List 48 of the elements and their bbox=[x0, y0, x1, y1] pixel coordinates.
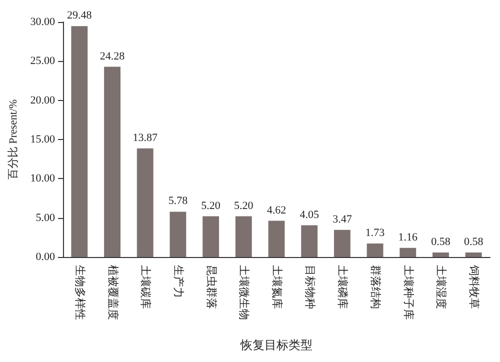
data-label: 4.05 bbox=[300, 208, 320, 221]
x-tick-label: 群落结构 bbox=[369, 265, 382, 309]
x-tick-label: 土壤磷库 bbox=[336, 265, 350, 309]
bar bbox=[71, 26, 88, 257]
bar bbox=[366, 243, 384, 257]
x-axis-title: 恢复目标类型 bbox=[240, 338, 312, 352]
data-label: 1.73 bbox=[365, 226, 386, 239]
x-tick-label: 土壤微生物 bbox=[238, 265, 251, 320]
y-tick-label: 30.00 bbox=[30, 16, 56, 28]
bar bbox=[104, 66, 120, 257]
bar bbox=[465, 252, 482, 257]
data-label: 29.48 bbox=[67, 10, 92, 22]
x-tick-label: 饲料牧草 bbox=[468, 264, 481, 309]
y-axis-title: 百分比 Present/% bbox=[6, 99, 20, 180]
x-tick-label: 土壤湿度 bbox=[434, 265, 448, 309]
data-label: 5.20 bbox=[201, 200, 221, 212]
x-tick-label: 目标物种 bbox=[303, 265, 316, 309]
bar bbox=[301, 225, 318, 257]
bar bbox=[202, 216, 220, 257]
bar bbox=[268, 220, 285, 257]
data-label: 3.47 bbox=[332, 213, 352, 226]
x-tick-label: 土壤种子库 bbox=[402, 265, 415, 320]
x-tick-label: 土壤碳库 bbox=[139, 265, 152, 309]
x-tick-label: 昆虫群落 bbox=[204, 265, 218, 309]
y-tick-label: 20.00 bbox=[30, 94, 56, 106]
data-label: 4.62 bbox=[266, 204, 286, 216]
data-label: 13.87 bbox=[132, 132, 158, 144]
bar bbox=[432, 252, 449, 257]
bar bbox=[235, 216, 252, 257]
y-tick-label: 25.00 bbox=[30, 55, 56, 68]
data-label: 0.58 bbox=[431, 236, 451, 248]
y-tick-label: 0.00 bbox=[36, 251, 56, 263]
x-tick-label: 植被覆盖度 bbox=[106, 265, 120, 320]
y-tick-label: 5.00 bbox=[36, 212, 56, 224]
x-tick-label: 土壤氮库 bbox=[270, 265, 284, 309]
bar bbox=[136, 148, 154, 257]
bar bbox=[400, 248, 416, 257]
data-label: 24.28 bbox=[100, 50, 126, 62]
data-label: 5.78 bbox=[168, 195, 188, 208]
x-tick-label: 生物多样性 bbox=[73, 265, 86, 320]
data-label: 1.16 bbox=[398, 231, 418, 244]
data-label: 5.20 bbox=[234, 200, 254, 212]
y-tick-label: 10.00 bbox=[30, 172, 56, 185]
bar bbox=[334, 230, 350, 257]
x-tick-label: 生产力 bbox=[172, 265, 185, 298]
data-label: 0.58 bbox=[464, 236, 484, 248]
y-tick-label: 15.00 bbox=[30, 134, 56, 146]
bar bbox=[170, 212, 186, 257]
